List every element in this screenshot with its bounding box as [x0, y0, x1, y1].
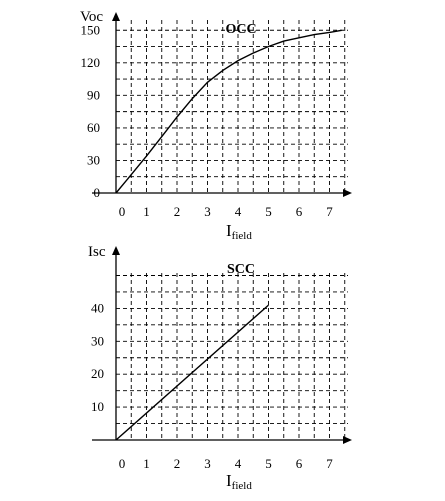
scc-tick-labels: 0 1 2 3 4 5 6 7 10 20 30 40	[91, 300, 333, 471]
scc-x-tick-label: 4	[235, 456, 242, 471]
scc-y-tick-label: 40	[91, 300, 104, 315]
occ-axes	[92, 12, 352, 197]
scc-x-axis-label: Ifield	[226, 471, 252, 492]
scc-x-tick-label: 7	[326, 456, 333, 471]
scc-y-tick-label: 20	[91, 366, 104, 381]
occ-x-label-sub: field	[232, 230, 253, 240]
scc-y-axis-arrow	[112, 246, 120, 255]
scc-x-tick-label: 0	[119, 456, 126, 471]
occ-y-tick-label: 90	[87, 87, 100, 102]
occ-x-tick-label: 4	[235, 204, 242, 219]
scc-y-tick-label: 30	[91, 333, 104, 348]
scc-axes	[92, 246, 352, 444]
occ-curve	[115, 29, 342, 194]
occ-y-tick-label: 120	[81, 55, 101, 70]
scc-x-label-main: I	[226, 471, 232, 490]
occ-x-tick-label: 1	[143, 204, 150, 219]
occ-y-axis-label: Voc	[80, 9, 103, 25]
scc-x-axis-arrow	[343, 436, 352, 444]
scc-x-tick-label: 5	[265, 456, 272, 471]
scc-grid	[116, 273, 348, 440]
occ-tick-labels: 0 1 2 3 4 5 6 7 0 30 60 90 120 150	[81, 22, 334, 219]
occ-x-label-main: I	[226, 221, 232, 240]
occ-x-axis-label: Ifield	[226, 221, 252, 240]
occ-x-axis-arrow	[343, 189, 352, 197]
scc-y-tick-label: 10	[91, 399, 104, 414]
scc-x-tick-label: 1	[143, 456, 150, 471]
occ-x-tick-label: 0	[119, 204, 126, 219]
occ-x-tick-label: 5	[265, 204, 272, 219]
occ-y-tick-label: 60	[87, 120, 100, 135]
scc-x-tick-label: 2	[174, 456, 181, 471]
scc-curve	[115, 304, 269, 441]
scc-x-tick-label: 6	[296, 456, 303, 471]
occ-x-tick-label: 6	[296, 204, 303, 219]
occ-chart: 0 1 2 3 4 5 6 7 0 30 60 90 120 150 OCC Voc Ifield	[80, 9, 352, 240]
occ-y-axis-arrow	[112, 12, 120, 21]
occ-y-tick-label: 150	[81, 22, 101, 37]
scc-x-label-sub: field	[232, 480, 253, 492]
occ-y-tick-label: 30	[87, 152, 100, 167]
scc-y-axis-label: Isc	[88, 244, 106, 260]
occ-grid	[116, 20, 348, 193]
occ-x-tick-label: 2	[174, 204, 181, 219]
occ-y-tick-label: 0	[94, 185, 101, 200]
occ-x-tick-label: 3	[204, 204, 211, 219]
occ-title: OCC	[225, 22, 256, 37]
scc-title: SCC	[227, 262, 255, 277]
scc-x-tick-label: 3	[204, 456, 211, 471]
occ-x-tick-label: 7	[326, 204, 333, 219]
